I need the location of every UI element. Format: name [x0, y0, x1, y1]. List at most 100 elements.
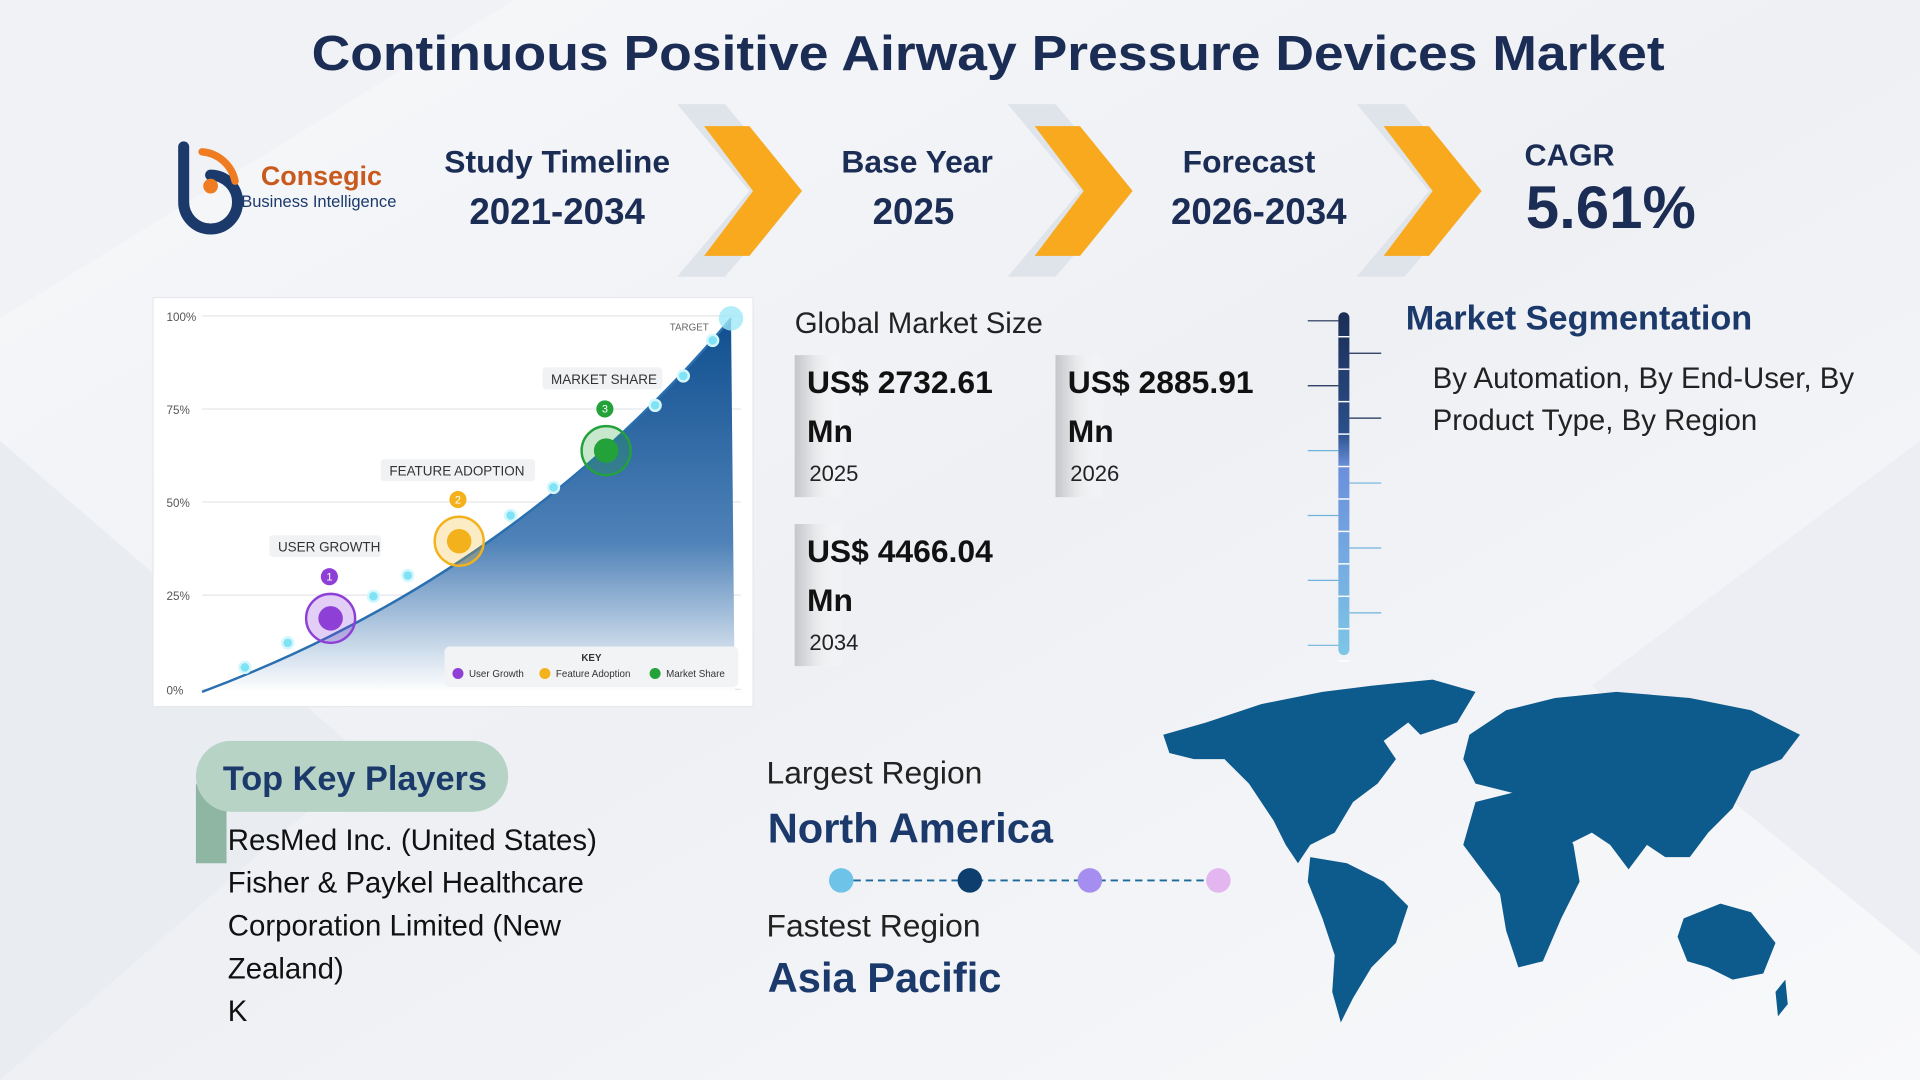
illus-tick: 25% [167, 590, 190, 603]
illus-node [676, 369, 690, 383]
logo-name: Consegic [261, 161, 382, 191]
player: K [227, 995, 248, 1029]
players-box: ResMed Inc. (United States) Fisher & Payk… [227, 824, 597, 1029]
card-value: US$ 2885.91 Mn [1067, 363, 1254, 450]
greenland [1371, 679, 1476, 735]
illus-target-label: TARGET [670, 323, 709, 334]
illus-node [401, 568, 415, 583]
world-map [1163, 679, 1800, 1023]
region-dot [828, 868, 854, 893]
chevron [704, 126, 803, 256]
milestone-number: 1 [326, 571, 332, 583]
illus-curve [201, 317, 732, 693]
card-value: US$ 2732.61 Mn [806, 363, 993, 450]
key-swatch [452, 667, 464, 679]
card-bg [794, 355, 1040, 498]
timeline-value: 2021-2034 [469, 191, 645, 232]
key-swatch [539, 667, 551, 679]
card-year: 2026 [1070, 461, 1119, 486]
africa [1463, 789, 1580, 968]
largest-region: North America [768, 804, 1054, 851]
player: ResMed Inc. (United States) [227, 824, 597, 858]
card-year: 2025 [809, 461, 858, 486]
australia [1677, 903, 1776, 980]
key-item: Market Share [666, 669, 725, 680]
illus-node [648, 398, 662, 413]
milestone-dot [446, 528, 472, 554]
milestone-box [380, 459, 536, 482]
illus-node [281, 636, 295, 650]
milestone-label: USER GROWTH [278, 540, 380, 555]
card-year: 2034 [809, 630, 858, 655]
region-dot [1206, 868, 1231, 893]
logo-dot [203, 178, 218, 194]
milestone-box [542, 367, 663, 390]
card-value: US$ 4466.04 Mn [806, 532, 993, 619]
illus-node [238, 660, 252, 675]
title: Continuous Positive Airway Pressure Devi… [312, 27, 1665, 81]
milestone-label: FEATURE ADOPTION [389, 464, 524, 479]
illus-node [366, 589, 381, 604]
segmentation-text: By Automation, By End-User, By Product T… [1432, 362, 1855, 438]
timeline-label: Study Timeline [444, 144, 670, 180]
timeline-value: 2025 [873, 191, 955, 232]
player: Fisher & Paykel Healthcare Corporation L… [227, 866, 584, 986]
new-zealand [1775, 979, 1788, 1017]
card-value-box: US$ 2885.91 Mn [1067, 363, 1254, 450]
card-value-box: US$ 4466.04 Mn [806, 532, 993, 619]
illus-target [718, 306, 744, 331]
key-title: KEY [581, 653, 602, 664]
bg-shape [0, 440, 368, 1080]
milestone-badge [596, 400, 614, 418]
key-swatch [649, 667, 661, 679]
players-pill [195, 740, 509, 812]
key-item: User Growth [469, 669, 524, 680]
milestone-badge [449, 491, 467, 509]
milestone-number: 3 [602, 404, 608, 416]
logo-tagline: Business Intelligence [241, 192, 396, 211]
bg-shape [1591, 440, 1920, 956]
illus-node [705, 333, 720, 348]
chevron [1383, 126, 1482, 256]
card-bg [794, 524, 1040, 667]
illus-node [503, 508, 518, 523]
segmentation-bar [1307, 312, 1382, 662]
milestone-label: MARKET SHARE [551, 372, 657, 387]
largest-region-label: Largest Region [767, 755, 983, 791]
illus-tick: 100% [167, 311, 197, 324]
timeline-label: Base Year [841, 144, 993, 180]
south-america [1307, 857, 1409, 1023]
timeline-value: 2026-2034 [1171, 191, 1347, 232]
logo-arc [198, 148, 239, 185]
region-dot [957, 868, 983, 893]
market-size-title: Global Market Size [795, 307, 1043, 340]
region-dot [1077, 868, 1103, 893]
illus-tick: 50% [167, 497, 190, 510]
eurasia [1463, 691, 1800, 870]
milestone-dot [318, 606, 343, 631]
growth-illustration: 100% 75% 50% 25% 0% TARGET 1 USER GROWTH 2 FEATUR… [152, 296, 754, 708]
market-size-cards: US$ 2732.61 Mn 2025 US$ 2885.91 Mn 2026 US$ … [794, 355, 1301, 667]
north-america [1163, 685, 1421, 864]
illus-node [546, 480, 561, 495]
card-value-box: US$ 2732.61 Mn [806, 363, 993, 450]
segmentation-title: Market Segmentation [1406, 299, 1753, 337]
card-bg [1055, 355, 1301, 498]
milestone-number: 2 [455, 494, 461, 506]
logo-mark [178, 141, 244, 235]
milestone-badge [320, 568, 338, 586]
illus-tick: 0% [167, 684, 184, 697]
illus-area [202, 318, 735, 692]
key-box [444, 646, 739, 687]
timeline-label: Forecast [1183, 144, 1316, 180]
cagr-value: 5.61% [1526, 174, 1696, 241]
fastest-region: Asia Pacific [768, 954, 1002, 1001]
chevrons [677, 104, 1482, 277]
segmentation-box: By Automation, By End-User, By Product T… [1432, 362, 1855, 438]
seg-bar [1338, 312, 1350, 656]
milestone-box [269, 535, 381, 558]
bg-shape [0, 0, 515, 319]
